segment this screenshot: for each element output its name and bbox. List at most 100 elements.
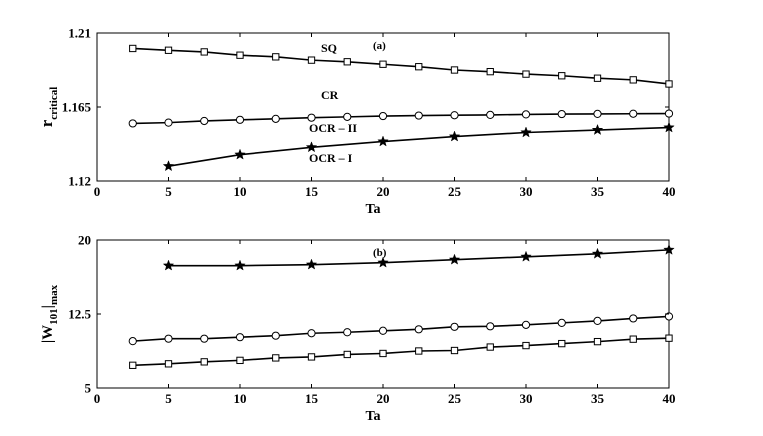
series-line <box>168 249 670 267</box>
panel-a-label: (a) <box>373 40 386 52</box>
data-point-circle <box>343 328 352 337</box>
panel-b: 0 5 10 15 20 25 30 35 40 512.520 (b) Ta |W101|ma… <box>40 233 676 425</box>
data-point-square <box>415 63 423 71</box>
data-point-star <box>234 148 246 160</box>
data-point-square <box>665 334 673 342</box>
panel-a-y-title-sub: critical <box>48 87 60 120</box>
panel-b-y-tick-label: 20 <box>78 233 91 248</box>
data-point-square <box>558 72 566 80</box>
data-point-circle <box>629 109 638 118</box>
data-point-square <box>379 349 387 358</box>
data-point-square <box>164 46 173 54</box>
data-point-square <box>522 70 530 78</box>
data-point-circle <box>557 109 566 119</box>
panel-a-x-tick-label: 15 <box>305 184 319 199</box>
data-point-square <box>272 53 280 61</box>
data-point-circle <box>271 114 280 123</box>
data-point-square <box>379 60 387 68</box>
data-point-square <box>200 48 208 56</box>
panel-b-x-tick-label: 30 <box>520 391 533 406</box>
data-point-circle <box>343 112 352 121</box>
annotation-ocr-ii: OCR – II <box>309 121 357 135</box>
panel-b-series-star <box>162 243 675 271</box>
data-point-circle <box>629 314 638 323</box>
data-point-circle <box>414 111 423 120</box>
panel-b-label: (b) <box>373 247 387 259</box>
panel-a-x-tick-label: 30 <box>520 184 533 199</box>
data-point-square <box>558 339 566 348</box>
annotation-sq: SQ <box>321 41 337 55</box>
data-point-square <box>522 341 530 350</box>
data-point-star <box>520 250 532 262</box>
panel-a-x-axis: 0 5 10 15 20 25 30 35 40 <box>94 33 676 199</box>
panel-b-x-tick-label: 40 <box>663 391 676 406</box>
panel-b-y-title-sub: 101 <box>48 308 60 325</box>
panel-a-x-tick-label: 25 <box>448 184 462 199</box>
annotation-cr: CR <box>321 88 339 102</box>
data-point-square <box>236 51 244 59</box>
data-point-star <box>663 243 675 255</box>
data-point-circle <box>486 110 495 119</box>
panel-a-x-tick-label: 5 <box>165 184 172 199</box>
panel-a-y-axis-title: rcritical <box>37 87 60 128</box>
panel-a: 0 5 10 15 20 25 30 35 40 1.12 1.165 1.21 (a) SQ CR… <box>37 26 676 218</box>
data-point-circle <box>128 337 137 346</box>
data-point-circle <box>414 325 423 334</box>
data-point-square <box>343 58 351 66</box>
data-point-circle <box>378 326 388 335</box>
data-point-square <box>450 346 459 355</box>
data-point-square <box>486 343 494 351</box>
data-point-star <box>162 259 175 271</box>
panel-b-y-axis: 5 12.5 20 <box>68 233 669 396</box>
panel-a-x-tick-label: 0 <box>94 184 101 199</box>
data-point-circle <box>200 116 209 126</box>
panel-a-x-axis-title: Ta <box>365 202 380 217</box>
series-line <box>132 315 670 342</box>
panel-b-y-tick-label: 12.5 <box>68 307 91 322</box>
panel-b-x-tick-label: 0 <box>94 391 101 406</box>
data-point-square <box>272 354 280 362</box>
panel-b-x-tick-label: 15 <box>305 391 319 406</box>
data-point-star <box>520 126 532 138</box>
panel-b-x-tick-label: 35 <box>591 391 605 406</box>
data-point-square <box>129 44 137 53</box>
panel-b-y-title-tail: | <box>40 305 56 308</box>
panel-b-x-tick-label: 25 <box>448 391 462 406</box>
data-point-circle <box>521 110 531 119</box>
data-point-square <box>593 74 602 82</box>
panel-a-y-tick-label: 1.12 <box>68 174 91 189</box>
data-point-circle <box>128 119 137 128</box>
data-point-square <box>236 356 244 365</box>
panel-a-y-tick-label: 1.165 <box>62 100 92 115</box>
series-line <box>168 126 670 167</box>
panel-b-x-axis-title: Ta <box>365 409 380 424</box>
panel-b-x-tick-label: 5 <box>165 391 172 406</box>
panel-b-series-circle <box>128 312 674 346</box>
panel-a-series-circle <box>128 109 674 128</box>
data-point-circle <box>450 111 459 120</box>
series-line <box>132 337 670 367</box>
panel-b-x-tick-label: 20 <box>377 391 390 406</box>
data-point-circle <box>307 329 316 338</box>
panel-b-x-axis: 0 5 10 15 20 25 30 35 40 <box>94 240 676 406</box>
series-line <box>132 112 670 125</box>
data-point-circle <box>307 113 316 122</box>
panel-a-frame <box>96 32 670 182</box>
data-point-circle <box>557 318 566 327</box>
panel-a-x-tick-label: 20 <box>377 184 390 199</box>
data-point-star <box>448 130 461 142</box>
data-point-star <box>234 259 246 271</box>
panel-a-x-tick-label: 40 <box>663 184 676 199</box>
data-point-circle <box>593 316 602 326</box>
panel-b-series-square <box>129 334 673 369</box>
panel-b-y-title-main: |W <box>40 325 56 343</box>
data-point-star <box>377 256 389 268</box>
series-line <box>132 47 670 85</box>
panel-b-series <box>128 243 675 369</box>
data-point-square <box>593 337 602 346</box>
data-point-square <box>307 56 316 64</box>
data-point-circle <box>164 118 173 127</box>
panel-b-y-title-sub2: max <box>48 284 60 305</box>
data-point-star <box>305 258 318 270</box>
